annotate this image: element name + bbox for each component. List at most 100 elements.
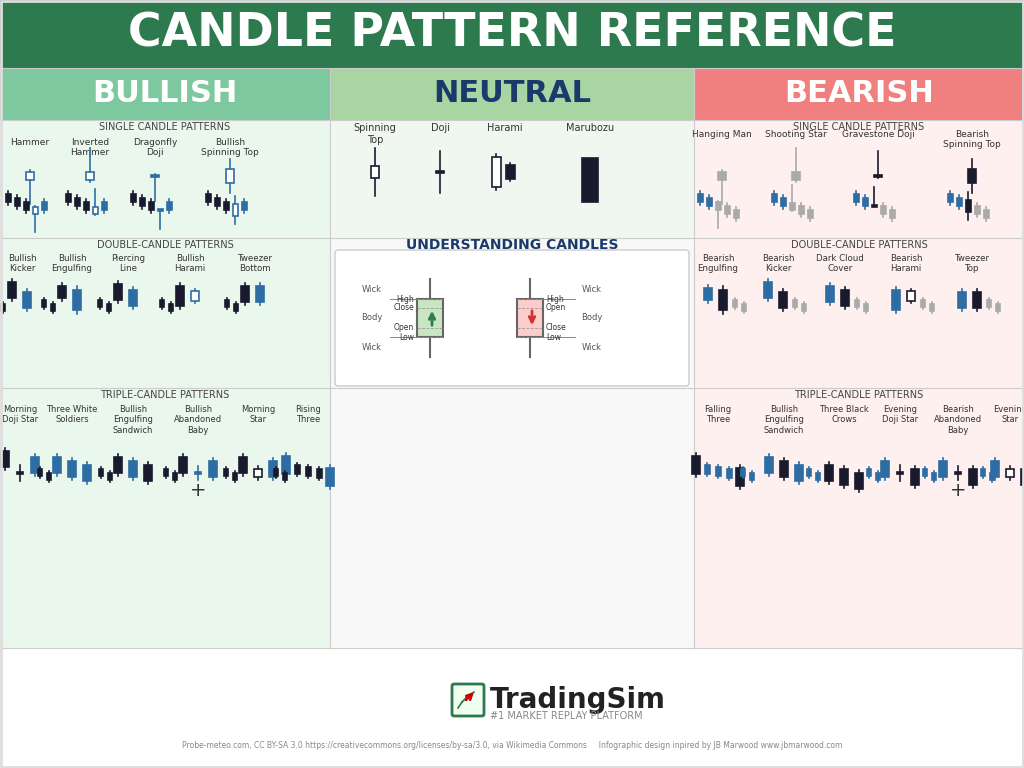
FancyBboxPatch shape <box>239 457 247 473</box>
Text: Evening
Star: Evening Star <box>993 405 1024 425</box>
FancyBboxPatch shape <box>371 166 379 178</box>
Text: Bearish
Spinning Top: Bearish Spinning Top <box>943 130 1000 150</box>
FancyBboxPatch shape <box>816 472 820 479</box>
FancyBboxPatch shape <box>164 468 168 475</box>
Text: Bullish
Harami: Bullish Harami <box>174 254 206 273</box>
FancyBboxPatch shape <box>283 472 287 479</box>
FancyBboxPatch shape <box>8 282 16 298</box>
FancyBboxPatch shape <box>841 290 849 306</box>
FancyBboxPatch shape <box>51 303 55 310</box>
FancyBboxPatch shape <box>47 472 51 479</box>
Text: DOUBLE-CANDLE PATTERNS: DOUBLE-CANDLE PATTERNS <box>791 240 928 250</box>
FancyBboxPatch shape <box>719 290 727 310</box>
FancyBboxPatch shape <box>282 456 290 474</box>
FancyBboxPatch shape <box>176 286 184 306</box>
FancyBboxPatch shape <box>38 468 42 475</box>
FancyBboxPatch shape <box>73 290 81 310</box>
FancyBboxPatch shape <box>75 198 80 206</box>
FancyBboxPatch shape <box>191 291 199 301</box>
FancyBboxPatch shape <box>973 292 981 308</box>
FancyBboxPatch shape <box>33 207 38 214</box>
FancyBboxPatch shape <box>716 466 721 475</box>
FancyBboxPatch shape <box>726 468 731 478</box>
FancyBboxPatch shape <box>114 457 122 473</box>
Text: Three Black
Crows: Three Black Crows <box>819 405 869 425</box>
FancyBboxPatch shape <box>793 300 797 306</box>
FancyBboxPatch shape <box>214 198 219 206</box>
FancyBboxPatch shape <box>807 468 811 475</box>
FancyBboxPatch shape <box>295 465 299 474</box>
FancyBboxPatch shape <box>779 292 787 308</box>
FancyBboxPatch shape <box>86 172 94 180</box>
FancyBboxPatch shape <box>694 120 1024 238</box>
FancyBboxPatch shape <box>108 472 112 479</box>
Text: Low: Low <box>399 333 414 342</box>
FancyBboxPatch shape <box>864 303 868 310</box>
FancyBboxPatch shape <box>158 209 163 211</box>
Text: TRIPLE-CANDLE PATTERNS: TRIPLE-CANDLE PATTERNS <box>795 390 924 400</box>
Text: Tweezer
Bottom: Tweezer Bottom <box>238 254 272 273</box>
Text: Wick: Wick <box>582 284 602 293</box>
Text: Bearish
Harami: Bearish Harami <box>890 254 923 273</box>
FancyBboxPatch shape <box>58 286 66 298</box>
FancyBboxPatch shape <box>14 198 19 206</box>
FancyBboxPatch shape <box>0 0 1024 68</box>
FancyBboxPatch shape <box>897 472 903 474</box>
FancyBboxPatch shape <box>792 172 800 180</box>
FancyBboxPatch shape <box>705 465 710 474</box>
FancyBboxPatch shape <box>697 194 702 202</box>
FancyBboxPatch shape <box>853 194 858 202</box>
FancyBboxPatch shape <box>956 198 962 206</box>
Text: Bullish
Engulfing: Bullish Engulfing <box>51 254 92 273</box>
Text: Close: Close <box>393 303 414 313</box>
FancyBboxPatch shape <box>862 198 867 206</box>
FancyBboxPatch shape <box>209 461 217 477</box>
FancyBboxPatch shape <box>83 465 91 481</box>
FancyBboxPatch shape <box>911 469 919 485</box>
Text: Bullish
Abandoned
Baby: Bullish Abandoned Baby <box>174 405 222 435</box>
FancyBboxPatch shape <box>825 465 833 481</box>
FancyBboxPatch shape <box>1 451 9 467</box>
FancyBboxPatch shape <box>0 120 330 238</box>
FancyBboxPatch shape <box>881 461 889 477</box>
FancyBboxPatch shape <box>764 282 772 298</box>
FancyBboxPatch shape <box>492 157 501 187</box>
FancyBboxPatch shape <box>716 202 721 210</box>
FancyBboxPatch shape <box>274 468 278 475</box>
FancyBboxPatch shape <box>148 202 154 210</box>
FancyBboxPatch shape <box>31 457 39 473</box>
Text: Spinning
Top: Spinning Top <box>353 123 396 144</box>
FancyBboxPatch shape <box>326 468 334 486</box>
FancyBboxPatch shape <box>855 300 859 306</box>
FancyBboxPatch shape <box>330 388 694 648</box>
Text: Body: Body <box>361 313 383 323</box>
FancyBboxPatch shape <box>53 457 61 473</box>
FancyBboxPatch shape <box>771 194 776 202</box>
Text: UNDERSTANDING CANDLES: UNDERSTANDING CANDLES <box>406 238 618 252</box>
FancyBboxPatch shape <box>790 203 795 210</box>
FancyBboxPatch shape <box>144 465 152 481</box>
FancyBboxPatch shape <box>707 198 712 206</box>
FancyBboxPatch shape <box>130 194 135 202</box>
Text: Dark Cloud
Cover: Dark Cloud Cover <box>816 254 864 273</box>
FancyBboxPatch shape <box>224 468 228 475</box>
Text: Morning
Star: Morning Star <box>241 405 275 425</box>
Text: Morning
Doji Star: Morning Doji Star <box>2 405 38 425</box>
Text: Bearish
Engulfing: Bearish Engulfing <box>697 254 738 273</box>
FancyBboxPatch shape <box>923 468 927 475</box>
FancyBboxPatch shape <box>330 238 694 388</box>
Text: Wick: Wick <box>362 343 382 352</box>
FancyBboxPatch shape <box>840 469 848 485</box>
FancyBboxPatch shape <box>234 303 238 310</box>
FancyBboxPatch shape <box>983 210 988 218</box>
FancyBboxPatch shape <box>932 472 936 479</box>
FancyBboxPatch shape <box>996 303 1000 310</box>
FancyBboxPatch shape <box>892 290 900 310</box>
FancyBboxPatch shape <box>855 473 863 489</box>
FancyBboxPatch shape <box>5 194 10 202</box>
FancyBboxPatch shape <box>958 292 966 308</box>
FancyBboxPatch shape <box>452 684 484 716</box>
FancyBboxPatch shape <box>26 172 34 180</box>
FancyBboxPatch shape <box>867 468 871 475</box>
Text: +: + <box>189 481 206 499</box>
